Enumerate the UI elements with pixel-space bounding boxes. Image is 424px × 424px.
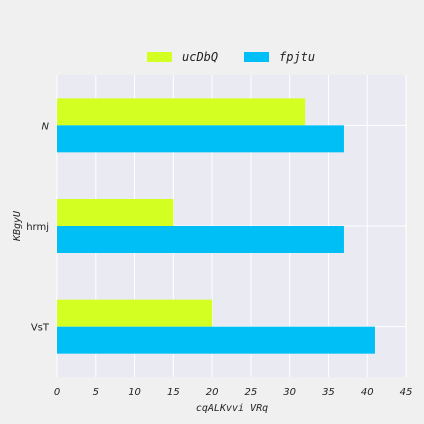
y-tick-label: N	[42, 121, 50, 132]
x-axis-label: cqALKvvi VRq	[196, 403, 268, 414]
bar-fpjtu-VsT	[57, 327, 375, 354]
bar-ucDbQ-VsT	[57, 300, 212, 327]
legend-swatch-fpjtu	[244, 52, 269, 62]
x-tick-label: 5	[93, 387, 99, 398]
bar-fpjtu-hrmj	[57, 226, 344, 253]
legend-swatch-ucDbQ	[147, 52, 172, 62]
bar-ucDbQ-hrmj	[57, 199, 173, 226]
x-tick-label: 10	[128, 387, 141, 398]
y-axis-label: KBgyU	[12, 210, 23, 242]
x-tick-label: 40	[361, 387, 374, 398]
legend-label-fpjtu: fpjtu	[279, 50, 315, 64]
x-tick-label: 20	[206, 387, 219, 398]
x-tick-label: 25	[245, 387, 258, 398]
legend-label-ucDbQ: ucDbQ	[182, 50, 218, 64]
x-tick-label: 45	[400, 387, 413, 398]
x-tick-label: 0	[54, 387, 60, 398]
x-tick-label: 15	[167, 387, 180, 398]
y-tick-label: VsT	[31, 323, 50, 334]
x-tick-label: 35	[322, 387, 335, 398]
y-tick-label: hrmj	[26, 222, 49, 233]
bar-ucDbQ-N	[57, 98, 305, 125]
x-tick-label: 30	[283, 387, 296, 398]
bar-fpjtu-N	[57, 125, 344, 152]
